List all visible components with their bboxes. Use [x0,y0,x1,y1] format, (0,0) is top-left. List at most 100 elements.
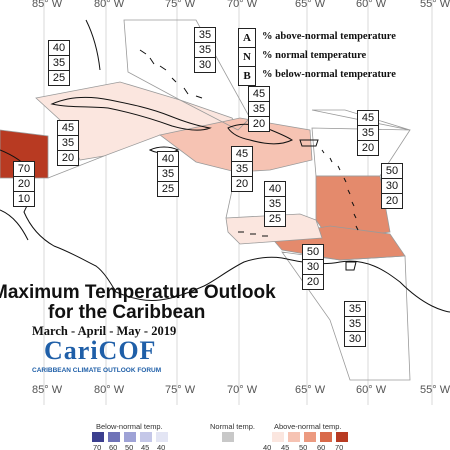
prob-normal: 35 [265,197,285,212]
prob-normal: 30 [382,179,402,194]
longitude-label: 85° W [32,384,63,396]
probability-box-belize: 70 20 10 [13,161,35,207]
colorbar-below-label: Below-normal temp. [96,422,163,431]
colorbar-swatch-above-40 [272,432,284,442]
prob-below: 20 [61,152,75,164]
logo-wordmark: CariCOF [44,336,157,365]
longitude-label: 70° W [227,0,258,10]
longitude-label: 55° W [420,384,450,396]
prob-normal: 35 [158,167,178,182]
prob-normal: 35 [232,162,252,177]
prob-above: 45 [58,121,78,136]
colorbar-above-label: Above-normal temp. [274,422,342,431]
colorbar-tick: 70 [93,443,102,450]
probability-box-hispaniola: 45 35 20 [231,146,253,192]
probability-box-lesser-antilles-north: 45 35 20 [357,110,379,156]
colorbar-tick: 60 [109,443,118,450]
prob-above: 40 [158,152,178,167]
longitude-label: 80° W [94,0,125,10]
probability-box-jamaica: 40 35 25 [157,151,179,197]
probability-box-cuba: 45 35 20 [57,120,79,166]
prob-normal: 35 [249,102,269,117]
longitude-label: 85° W [32,0,63,10]
colorbar-tick: 45 [141,443,150,450]
prob-above: 35 [195,28,215,43]
prob-below: 25 [161,183,175,195]
prob-above: 45 [358,111,378,126]
longitude-label: 55° W [420,0,450,10]
colorbar-swatch-above-50 [304,432,316,442]
prob-normal: 35 [58,136,78,151]
colorbar-normal-label: Normal temp. [210,422,256,431]
prob-below: 20 [252,118,266,130]
colorbar-tick: 60 [317,443,326,450]
colorbar-tick: 40 [263,443,272,450]
prob-normal: 30 [303,260,323,275]
region-abc [225,213,323,245]
prob-above: 45 [232,147,252,162]
colorbar-swatch-normal [222,432,234,442]
prob-below: 25 [52,72,66,84]
colorbar-swatch-above-70 [336,432,348,442]
longitude-label: 60° W [356,0,387,10]
prob-below: 25 [268,213,282,225]
prob-above: 50 [382,164,402,179]
legend-text-normal: % normal temperature [262,50,367,61]
colorbar-tick: 50 [299,443,308,450]
legend-text-below: % below-normal temperature [262,69,396,80]
longitude-label: 65° W [295,384,326,396]
legend-key-below: B [238,66,256,86]
prob-below: 10 [17,193,31,205]
longitude-label: 60° W [356,384,387,396]
colorbar-tick: 50 [125,443,134,450]
colorbar-swatch-below-70 [92,432,104,442]
prob-normal: 35 [195,43,215,58]
probability-box-bahamas-west: 40 35 25 [48,40,70,86]
colorbar-swatch-below-60 [108,432,120,442]
probability-box-abc-islands: 40 35 25 [264,181,286,227]
prob-below: 20 [235,178,249,190]
prob-above: 45 [249,87,269,102]
probability-box-turks-caicos: 45 35 20 [248,86,270,132]
prob-below: 20 [306,276,320,288]
prob-below: 30 [198,59,212,71]
legend-key-normal: N [238,47,256,67]
legend-key-above: A [238,28,256,48]
colorbar-swatch-below-50 [124,432,136,442]
prob-below: 30 [348,333,362,345]
colorbar-swatch-below-40 [156,432,168,442]
longitude-label: 65° W [295,0,326,10]
map-title-line2: for the Caribbean [48,302,206,323]
prob-above: 70 [14,162,34,177]
colorbar-tick: 45 [281,443,290,450]
longitude-label: 75° W [165,384,196,396]
probability-box-bahamas-east: 35 35 30 [194,27,216,73]
probability-box-lesser-antilles-south: 50 30 20 [381,163,403,209]
colorbar-swatch-above-60 [320,432,332,442]
prob-above: 35 [345,302,365,317]
longitude-label: 70° W [227,384,258,396]
prob-normal: 35 [345,317,365,332]
legend-text-above: % above-normal temperature [262,31,396,42]
probability-box-trinidad: 50 30 20 [302,244,324,290]
colorbar-tick: 40 [157,443,166,450]
colorbar-swatch-above-45 [288,432,300,442]
map-title-line1: Maximum Temperature Outlook [0,282,276,303]
prob-normal: 35 [49,56,69,71]
longitude-label: 80° W [94,384,125,396]
prob-above: 40 [265,182,285,197]
probability-box-guianas: 35 35 30 [344,301,366,347]
colorbar-swatch-below-45 [140,432,152,442]
forecast-period: March - April - May - 2019 [32,324,177,338]
logo-subtitle: CARIBBEAN CLIMATE OUTLOOK FORUM [32,367,162,374]
colorbar-tick: 70 [335,443,344,450]
longitude-label: 75° W [165,0,196,10]
prob-below: 20 [361,142,375,154]
prob-below: 20 [385,195,399,207]
prob-above: 50 [303,245,323,260]
prob-normal: 20 [14,177,34,192]
prob-above: 40 [49,41,69,56]
prob-normal: 35 [358,126,378,141]
